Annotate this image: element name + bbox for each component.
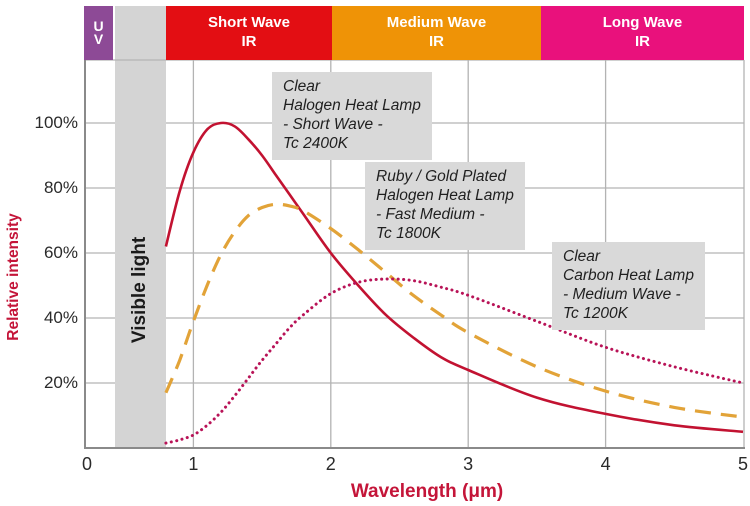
annotation-line: - Fast Medium - (376, 206, 485, 223)
annotation-line: - Short Wave - (283, 116, 383, 133)
visible-light-label: Visible light (129, 236, 151, 344)
annotation-line: Tc 1200K (563, 305, 628, 322)
x-tick-label: 2 (325, 454, 336, 474)
band-label-line1: Short Wave (208, 14, 290, 32)
band-label-line2: IR (429, 33, 444, 50)
annotation-line: Tc 1800K (376, 225, 441, 242)
annotation-line: Carbon Heat Lamp (563, 267, 694, 284)
annotation-line: - Medium Wave - (563, 286, 681, 303)
band-label-line2: IR (241, 33, 257, 50)
annotation-halogen-fast-medium: Ruby / Gold Plated Halogen Heat Lamp - F… (365, 162, 525, 250)
y-tick-label: 40% (43, 308, 78, 327)
x-tick-label: 3 (463, 454, 474, 474)
annotation-line: Clear (563, 248, 601, 265)
band-label-line1: Medium Wave (386, 14, 487, 32)
x-axis-title: Wavelength (μm) (350, 481, 504, 502)
spectral-band-short-wave-ir: Short Wave IR (166, 6, 332, 60)
x-tick-label: 1 (188, 454, 199, 474)
annotation-halogen-short-wave: Clear Halogen Heat Lamp - Short Wave - T… (272, 72, 432, 160)
y-tick-label: 80% (43, 178, 78, 197)
spectral-band-medium-wave-ir: Medium Wave IR (332, 6, 541, 60)
spectral-band-long-wave-ir: Long Wave IR (541, 6, 744, 60)
annotation-line: Clear (283, 78, 321, 95)
band-label-line1: Long Wave (602, 14, 683, 32)
annotation-line: Halogen Heat Lamp (283, 97, 421, 114)
band-label-line1: U (93, 17, 104, 34)
y-tick-label: 100% (34, 113, 78, 132)
annotation-line: Halogen Heat Lamp (376, 187, 514, 204)
x-tick-label: 4 (600, 454, 611, 474)
annotation-line: Tc 2400K (283, 135, 348, 152)
spectral-band-uv: U V (84, 6, 113, 60)
y-axis-title: Relative intensity (5, 213, 22, 341)
y-tick-label: 60% (43, 243, 78, 262)
annotation-line: Ruby / Gold Plated (376, 168, 507, 185)
curve-2400k (164, 121, 744, 434)
x-tick-label: 0 (81, 454, 92, 474)
y-tick-label: 20% (43, 373, 78, 392)
x-tick-label: 5 (737, 454, 748, 474)
annotation-carbon-medium-wave: Clear Carbon Heat Lamp - Medium Wave - T… (552, 242, 705, 330)
band-label-line2: V (93, 31, 104, 47)
band-label-line2: IR (635, 33, 650, 50)
